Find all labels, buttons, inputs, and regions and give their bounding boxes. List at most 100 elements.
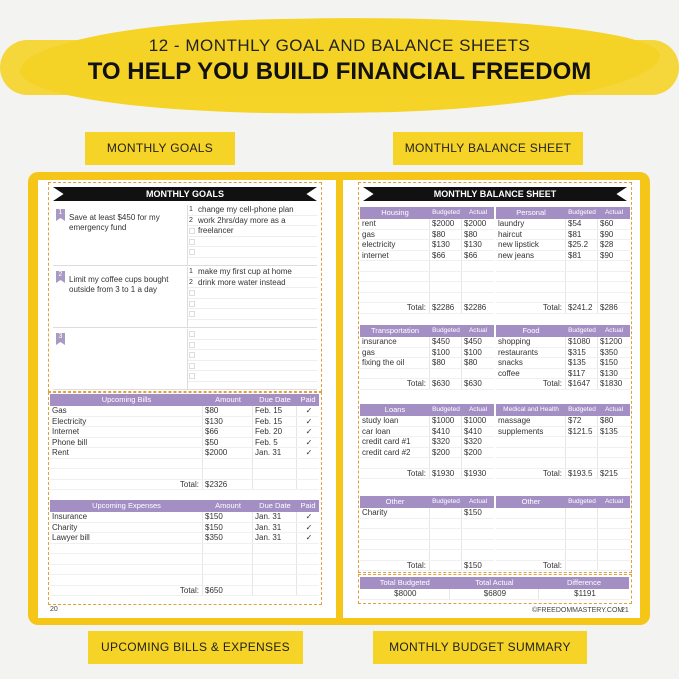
block-total-row: Total: $2286 $2286 [360, 303, 494, 314]
budget-row [496, 437, 630, 448]
cell [462, 369, 494, 379]
checkbox[interactable] [189, 362, 195, 369]
paid-checkmark[interactable]: ✓ [305, 437, 313, 447]
cell: Feb. 15 [253, 406, 297, 416]
block-total-row: Total: $193.5 $215 [496, 468, 630, 479]
cell: $81 [566, 229, 598, 239]
goal-steps: 1 change my cell-phone plan 2 work 2hrs/day… [187, 205, 317, 265]
paid-checkmark[interactable] [297, 565, 319, 575]
paid-checkmark[interactable]: ✓ [305, 512, 313, 521]
cell [566, 529, 598, 539]
column-header: Budgeted [568, 406, 596, 413]
paid-checkmark[interactable]: ✓ [305, 522, 313, 532]
paid-checkmark[interactable] [297, 575, 319, 585]
paid-checkmark[interactable] [297, 459, 319, 469]
budget-row [360, 539, 494, 550]
paid-checkmark[interactable]: ✓ [305, 533, 313, 542]
cell [360, 271, 430, 281]
checkbox[interactable] [189, 352, 195, 358]
cell [566, 508, 598, 518]
cell [598, 458, 630, 468]
block-header: Medical and Health Budgeted Actual [496, 404, 630, 416]
checkbox[interactable] [189, 341, 195, 348]
budget-row: Charity $150 [360, 508, 494, 519]
cell: $66 [430, 250, 462, 260]
goal-number-ribbon: 3 [56, 333, 65, 345]
label-monthly-budget-summary: MONTHLY BUDGET SUMMARY [373, 631, 587, 664]
total-actual: $286 [600, 303, 618, 312]
goal-step [188, 309, 317, 320]
step-text: freelancer [198, 226, 234, 235]
expenses-row: Lawyer bill $350 Jan. 31 ✓ [50, 533, 319, 544]
checkbox[interactable] [189, 238, 195, 245]
cell: $150 [203, 522, 253, 532]
total-budgeted: $193.5 [566, 468, 598, 478]
bills-row: Rent $2000 Jan. 31 ✓ [50, 448, 319, 459]
paid-checkmark[interactable] [297, 554, 319, 564]
cell: credit card #1 [360, 437, 430, 447]
total-actual: $1830 [600, 379, 623, 388]
cell: $66 [464, 250, 478, 260]
paid-checkmark[interactable] [297, 544, 319, 554]
checkbox[interactable] [189, 300, 195, 307]
cell: Feb. 20 [253, 427, 297, 437]
cell: insurance [360, 337, 430, 347]
budget-block-personal: Personal Budgeted Actual laundry $54 $60 hairc… [496, 207, 630, 314]
cell: Internet [50, 427, 203, 437]
checkbox[interactable] [189, 373, 195, 379]
cell [203, 469, 253, 479]
cell [598, 540, 630, 550]
right-page [343, 180, 640, 618]
cell: gas [360, 347, 430, 357]
cell: car loan [360, 426, 430, 436]
cell [253, 554, 297, 564]
paid-checkmark[interactable] [297, 469, 319, 479]
step-text: make my first cup at home [198, 267, 292, 276]
cell [598, 282, 630, 292]
cell: Feb. 5 [253, 437, 297, 447]
total-actual: $215 [600, 468, 618, 478]
block-header: Loans Budgeted Actual [360, 404, 494, 416]
cell [430, 539, 462, 549]
budget-row [360, 282, 494, 293]
total-budgeted: $1930 [430, 468, 462, 478]
budget-row: gas $80 $80 [360, 229, 494, 240]
block-total-row: Total: $630 $630 [360, 379, 494, 390]
cell [496, 261, 566, 271]
budget-row [360, 529, 494, 540]
cell: $450 [430, 337, 462, 347]
budget-row: car loan $410 $410 [360, 426, 494, 437]
block-title: Personal [516, 208, 546, 217]
paid-checkmark[interactable]: ✓ [305, 448, 313, 457]
cell: Jan. 31 [253, 512, 297, 522]
checkbox[interactable] [189, 331, 195, 337]
block-total-row: Total: $1647 $1830 [496, 379, 630, 390]
column-header: Upcoming Bills [101, 395, 152, 404]
cell: $1080 [566, 337, 598, 347]
column-header: Total Budgeted [379, 578, 430, 587]
paid-checkmark[interactable]: ✓ [305, 406, 313, 415]
cell [360, 518, 430, 528]
budget-row [496, 550, 630, 561]
step-number: 2 [189, 216, 193, 224]
cell: $150 [464, 508, 482, 517]
cell: Insurance [50, 512, 203, 522]
cell: restaurants [496, 347, 566, 357]
paid-checkmark[interactable]: ✓ [305, 427, 313, 436]
checkbox[interactable] [189, 228, 195, 234]
paid-checkmark[interactable]: ✓ [305, 416, 313, 426]
total-actual: $2286 [464, 303, 487, 312]
checkbox[interactable] [189, 311, 195, 317]
cell [462, 293, 494, 303]
checkbox[interactable] [189, 249, 195, 255]
cell: Jan. 31 [253, 533, 297, 543]
checkbox[interactable] [189, 290, 195, 296]
cell: $80 [464, 358, 478, 367]
goal-row: 3 [53, 329, 317, 390]
bills-row [50, 458, 319, 469]
cell [430, 271, 462, 281]
total-label: Total: [50, 479, 203, 489]
cell: $2000 [203, 448, 253, 458]
cell [297, 480, 319, 490]
cell: Charity [360, 508, 430, 518]
